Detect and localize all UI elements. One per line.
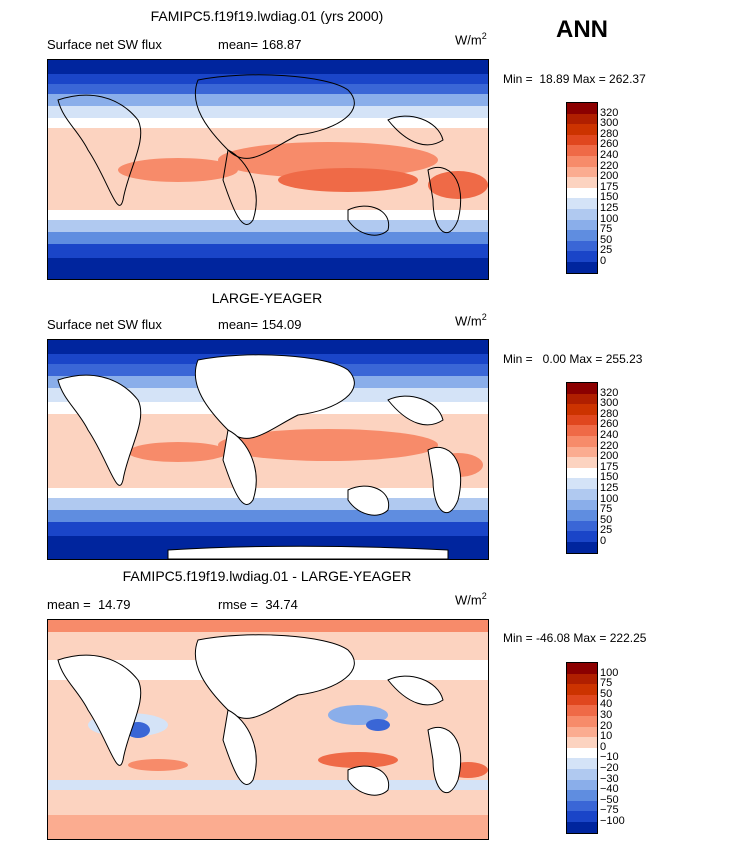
colorbar-tick-label: 125: [600, 202, 619, 214]
colorbar-tick-label: 40: [600, 698, 613, 711]
colorbar-tick-label: 50: [600, 687, 613, 700]
colorbar-tick-label: 100: [600, 666, 619, 679]
panel1-colorbar: [566, 102, 598, 274]
panel2-left-label: Surface net SW flux: [47, 317, 162, 332]
colorbar-tick-label: 200: [600, 450, 619, 463]
colorbar-tick-label: 150: [600, 471, 619, 484]
colorbar-tick-label: 280: [600, 407, 619, 420]
colorbar-tick-label: −30: [600, 772, 619, 785]
colorbar-tick-label: 100: [600, 492, 619, 505]
panel2-title: LARGE-YEAGER: [211, 290, 323, 306]
colorbar-tick-label: 300: [600, 397, 619, 410]
panel3-title: FAMIPC5.f19f19.lwdiag.01 - LARGE-YEAGER: [122, 568, 412, 584]
season-label: ANN: [556, 16, 608, 43]
colorbar-tick-label: 20: [600, 719, 613, 732]
colorbar-tick-label: 260: [600, 138, 619, 151]
colorbar-tick-label: 320: [600, 106, 619, 119]
colorbar-tick-label: 280: [600, 127, 619, 140]
colorbar-tick-label: 300: [600, 117, 619, 130]
colorbar-tick-label: −10: [600, 751, 619, 764]
colorbar-tick-label: 150: [600, 191, 619, 204]
panel2-colorbar: [566, 382, 598, 554]
panel2-map-field: [48, 340, 488, 559]
colorbar-tick-label: 220: [600, 439, 619, 452]
panel3-units: W/m2: [455, 591, 487, 608]
colorbar-tick-label: 50: [600, 513, 613, 526]
colorbar-tick-label: −75: [600, 804, 619, 817]
colorbar-tick-label: 200: [600, 170, 619, 183]
panel1-units: W/m2: [455, 31, 487, 48]
colorbar-tick-label: 75: [600, 223, 613, 236]
colorbar-tick-label: 0: [600, 535, 607, 547]
colorbar-tick-label: 240: [600, 429, 619, 441]
colorbar-tick-label: 25: [600, 244, 613, 257]
colorbar-tick-label: 175: [600, 460, 619, 473]
colorbar-tick-label: 320: [600, 386, 619, 399]
panel3-colorbar: [566, 662, 598, 834]
colorbar-tick-label: −20: [600, 762, 619, 774]
colorbar-tick-label: 25: [600, 524, 613, 537]
colorbar-tick-label: 240: [600, 149, 619, 161]
colorbar-tick-label: 100: [600, 212, 619, 225]
panel3-right-label: rmse = 34.74: [218, 597, 298, 612]
colorbar-tick-label: 30: [600, 709, 613, 721]
panel1-minmax: Min = 18.89 Max = 262.37: [503, 72, 646, 86]
colorbar-tick-label: 75: [600, 503, 613, 516]
colorbar-tick-label: 10: [600, 730, 613, 743]
panel2-units: W/m2: [455, 312, 487, 329]
panel1-right-label: mean= 168.87: [218, 37, 302, 52]
colorbar-tick-label: 220: [600, 159, 619, 172]
panel3-minmax: Min = -46.08 Max = 222.25: [503, 631, 647, 645]
panel3-map-field: [48, 620, 488, 839]
colorbar-tick-label: 0: [600, 740, 607, 753]
panel2-map: [47, 339, 489, 560]
panel1-left-label: Surface net SW flux: [47, 37, 162, 52]
panel2-minmax: Min = 0.00 Max = 255.23: [503, 352, 643, 366]
colorbar-tick-label: 260: [600, 418, 619, 431]
colorbar-tick-label: 75: [600, 677, 613, 690]
colorbar-tick-label: 125: [600, 482, 619, 494]
panel2-right-label: mean= 154.09: [218, 317, 302, 332]
panel1-map-field: [48, 60, 488, 279]
panel3-map: [47, 619, 489, 840]
colorbar-tick-label: 50: [600, 233, 613, 246]
colorbar-tick-label: 0: [600, 255, 607, 267]
colorbar-tick-label: 175: [600, 180, 619, 193]
colorbar-tick-label: −50: [600, 793, 619, 806]
panel3-left-label: mean = 14.79: [47, 597, 131, 612]
colorbar-tick-label: −100: [600, 815, 625, 827]
panel1-title: FAMIPC5.f19f19.lwdiag.01 (yrs 2000): [150, 8, 384, 24]
panel1-map: [47, 59, 489, 280]
colorbar-tick-label: −40: [600, 783, 619, 796]
